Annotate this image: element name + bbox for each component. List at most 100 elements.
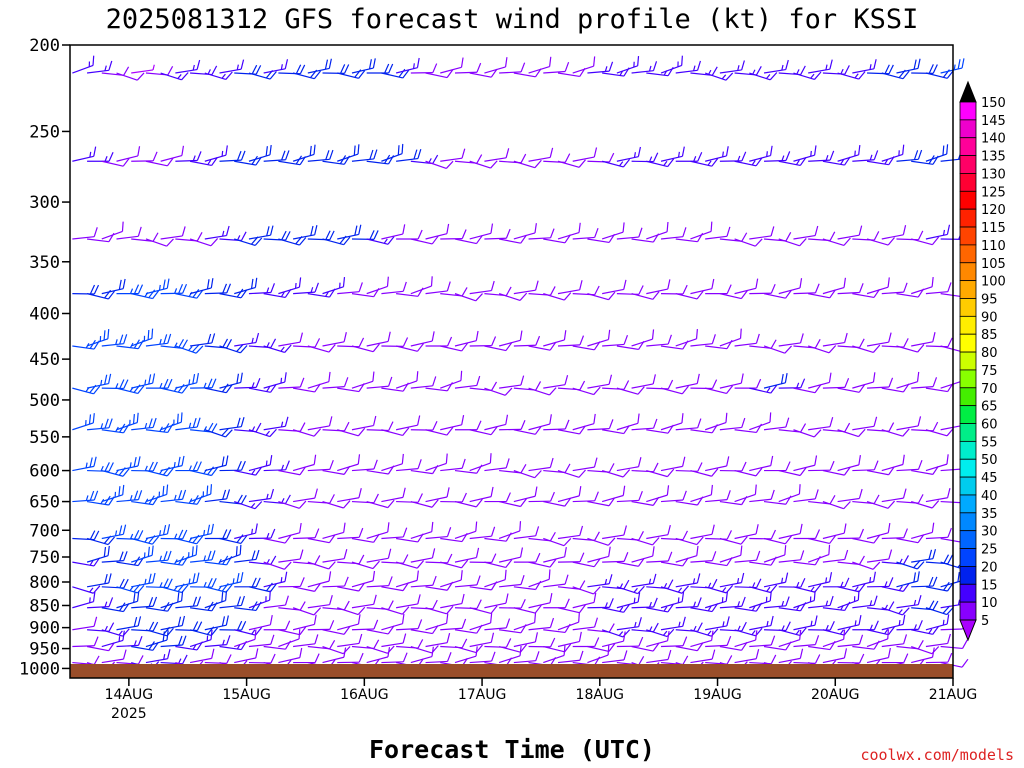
wind-barb: [498, 644, 528, 653]
wind-barb: [778, 648, 804, 664]
wind-barb: [734, 157, 763, 167]
wind-barb: [778, 467, 807, 477]
wind-barb: [734, 378, 762, 389]
wind-barb: [425, 160, 454, 169]
wind-barb: [646, 468, 675, 478]
wind-barb: [366, 236, 395, 245]
wind-barb: [616, 585, 645, 595]
wind-barb: [278, 629, 301, 648]
wind-barb: [322, 647, 347, 664]
wind-barb: [381, 281, 407, 295]
wind-barb: [572, 457, 598, 472]
wind-barb: [396, 639, 424, 649]
wind-barb: [101, 221, 124, 240]
colorbar-label: 30: [981, 525, 998, 540]
wind-barb: [87, 418, 113, 431]
wind-barb: [234, 577, 261, 588]
wind-barb: [631, 291, 660, 300]
wind-barb: [911, 645, 940, 655]
wind-barb: [911, 647, 935, 664]
wind-barb: [601, 158, 631, 168]
wind-barb: [896, 559, 925, 570]
wind-barb: [793, 384, 822, 394]
wind-barb: [852, 494, 880, 505]
wind-barb: [896, 639, 924, 650]
wind-barb: [484, 458, 510, 472]
wind-barb: [160, 635, 187, 648]
wind-barb: [528, 617, 555, 631]
wind-barb: [454, 154, 483, 164]
wind-barb: [72, 227, 98, 240]
wind-barb: [116, 490, 143, 503]
wind-barb: [572, 491, 599, 503]
wind-barb: [852, 150, 879, 162]
wind-barb: [807, 544, 831, 563]
wind-barb: [808, 460, 835, 472]
wind-barb: [337, 582, 365, 592]
wind-barb: [116, 226, 142, 240]
wind-barb: [454, 498, 483, 508]
colorbar-swatch: [959, 458, 977, 478]
wind-barb: [263, 416, 289, 431]
wind-barb: [690, 468, 719, 477]
wind-barb: [263, 620, 291, 631]
wind-barb: [749, 591, 772, 609]
wind-barb: [160, 72, 189, 81]
x-tick-label: 16AUG: [340, 687, 389, 703]
y-tick-label: 250: [29, 122, 60, 142]
wind-barb: [528, 56, 552, 74]
wind-barb: [646, 524, 671, 540]
wind-barb: [705, 284, 732, 295]
wind-barb: [719, 596, 746, 609]
wind-barb: [86, 373, 112, 389]
wind-barb: [381, 527, 408, 540]
wind-barb: [940, 58, 965, 74]
wind-barb: [86, 573, 112, 588]
wind-barb: [307, 620, 335, 631]
wind-barb: [204, 455, 229, 472]
y-tick-label: 750: [29, 548, 60, 568]
wind-barb: [425, 453, 448, 472]
wind-barb: [631, 546, 655, 563]
wind-barb: [881, 555, 909, 565]
wind-barb: [131, 596, 158, 609]
wind-barb: [72, 530, 100, 541]
wind-barb: [307, 561, 336, 570]
wind-barb: [808, 231, 836, 242]
wind-barb: [543, 645, 566, 664]
wind-barb: [763, 572, 789, 588]
wind-barb: [322, 332, 347, 347]
wind-barb: [837, 338, 865, 349]
wind-barb: [293, 555, 321, 565]
wind-barb: [440, 287, 468, 297]
wind-barb: [219, 494, 247, 505]
wind-barb: [101, 66, 130, 76]
colorbar-swatch: [959, 476, 977, 496]
wind-barb: [175, 59, 201, 74]
wind-barb: [322, 500, 351, 509]
wind-barb: [660, 227, 687, 240]
wind-barb: [366, 499, 395, 509]
colorbar-label: 10: [981, 596, 998, 611]
wind-barb: [822, 500, 851, 510]
wind-barb: [410, 63, 438, 74]
wind-barb: [234, 648, 259, 664]
wind-barb: [749, 635, 776, 648]
wind-barb: [351, 343, 380, 353]
wind-barb: [646, 631, 670, 648]
wind-barb: [263, 460, 290, 472]
wind-barb: [705, 146, 729, 162]
wind-barb: [175, 151, 202, 162]
wind-barb: [881, 634, 908, 648]
wind-barb: [660, 490, 687, 503]
wind-barb: [822, 577, 850, 588]
wind-barb: [410, 521, 434, 540]
wind-barb: [101, 334, 128, 347]
wind-barb: [572, 558, 601, 568]
wind-barb: [410, 376, 437, 389]
credit-text[interactable]: coolwx.com/models: [860, 746, 1014, 764]
wind-barb: [896, 344, 925, 353]
wind-barb: [484, 286, 512, 297]
y-tick-label: 900: [29, 619, 60, 639]
wind-barb: [72, 413, 95, 431]
